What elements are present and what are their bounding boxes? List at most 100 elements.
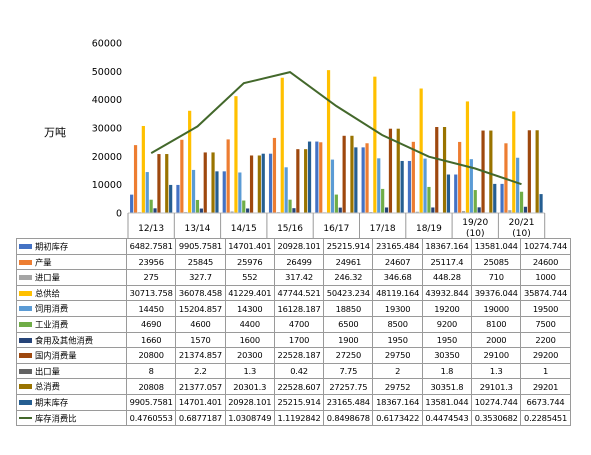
table-cell: 7500 (520, 315, 571, 333)
table-cell: 0.4760553 (125, 409, 177, 427)
bar (130, 194, 134, 213)
bar (257, 155, 261, 213)
table-cell: 19200 (421, 300, 473, 317)
series-name: 饲用消费 (35, 303, 69, 314)
table-cell: 20808 (125, 378, 177, 395)
bar (508, 210, 512, 213)
table-row: 食用及其他消费 1660 1570 1600 1700 1900 1950 1950 2000 2… (16, 331, 571, 349)
table-cell: 29200 (520, 347, 571, 364)
bar (473, 190, 477, 213)
series-label-cell: 总供给 (16, 284, 127, 302)
table-cell: 21377.057 (175, 378, 226, 395)
table-row: 出口量 8 2.2 1.3 0.42 7.75 2 1.8 1.3 1 (16, 362, 571, 380)
table-cell: 327.7 (175, 269, 226, 286)
legend-swatch (19, 399, 32, 405)
legend-swatch (19, 384, 32, 390)
table-cell: 20300 (224, 347, 275, 364)
bar (199, 208, 203, 213)
table-cell: 25085 (471, 253, 522, 271)
x-tick-label: 15/16 (277, 224, 303, 234)
bar (165, 154, 169, 213)
table-cell: 30350 (421, 347, 473, 364)
table-cell: 9905.7581 (125, 393, 177, 411)
table-cell: 10274.744 (471, 393, 522, 411)
ratio-line (150, 71, 522, 186)
legend-swatch (19, 368, 32, 374)
table-cell: 710 (471, 269, 522, 286)
bar (234, 96, 238, 213)
table-cell: 18850 (323, 300, 374, 317)
bar (388, 128, 393, 213)
series-label-cell: 工业消费 (16, 315, 127, 333)
table-cell: 10274.744 (520, 238, 571, 255)
bar (407, 160, 412, 213)
bar (211, 152, 215, 213)
bar (523, 206, 528, 213)
bar (215, 171, 219, 213)
table-cell: 29750 (372, 347, 423, 364)
legend-swatch (19, 353, 32, 359)
series-name: 库存消费比 (35, 413, 77, 424)
bar (419, 88, 423, 213)
y-tick-label: 40000 (92, 95, 122, 106)
table-cell: 317.42 (273, 269, 325, 286)
x-tick-label: 18/19 (416, 224, 442, 234)
table-row: 国内消费量 20800 21374.857 20300 22528.187 27250 29… (16, 347, 571, 364)
table-cell: 6482.7581 (125, 238, 177, 255)
bar (354, 147, 358, 213)
table-cell: 20928.101 (273, 238, 325, 255)
series-label-cell: 期初库存 (16, 238, 127, 255)
series-name: 期初库存 (35, 241, 69, 252)
table-cell: 36078.458 (175, 284, 226, 302)
bar (396, 128, 400, 213)
bar (477, 207, 481, 213)
table-cell: 14300 (224, 300, 275, 317)
table-cell: 14701.401 (175, 393, 226, 411)
table-cell: 20301.3 (224, 378, 275, 395)
x-tick-label: 19/20 (10) (462, 218, 488, 239)
bar-groups (130, 70, 543, 213)
bar (446, 174, 451, 213)
bar (361, 147, 365, 213)
table-cell: 1.0308749 (224, 409, 275, 427)
bar (195, 199, 200, 213)
table-row: 工业消费 4690 4600 4400 4700 6500 8500 9200 8100 7500 (16, 315, 571, 333)
y-axis: 0 10000 20000 30000 40000 50000 60000 (92, 39, 122, 220)
bar (415, 211, 419, 213)
table-cell: 0.6877187 (175, 409, 226, 427)
bar (461, 210, 466, 213)
bar (226, 139, 230, 213)
y-tick-label: 10000 (92, 180, 122, 191)
bar (180, 139, 184, 213)
table-cell: 275 (125, 269, 177, 286)
bar (315, 141, 319, 213)
bar (292, 208, 296, 213)
table-cell: 2 (372, 362, 423, 380)
table-cell: 15204.857 (175, 300, 226, 317)
table-cell: 27257.75 (323, 378, 374, 395)
table-cell: 35874.744 (520, 284, 571, 302)
bar (489, 130, 493, 213)
table-cell: 47744.521 (273, 284, 325, 302)
table-cell: 20928.101 (224, 393, 275, 411)
bar (427, 186, 431, 213)
table-cell: 24600 (520, 253, 571, 271)
table-cell: 0.6173422 (372, 409, 423, 427)
table-cell: 4600 (175, 315, 226, 333)
legend-swatch (19, 290, 32, 296)
bar (268, 153, 273, 213)
bar (249, 155, 254, 213)
bar (242, 200, 246, 213)
table-cell: 0.3530682 (471, 409, 522, 427)
table-cell: 552 (224, 269, 275, 286)
table-row: 库存消费比 0.4760553 0.6877187 1.0308749 1.119284… (16, 409, 571, 427)
table-cell: 14701.401 (224, 238, 275, 255)
table-row: 总消费 20808 21377.057 20301.3 22528.607 27257.7… (16, 378, 571, 395)
bar (423, 158, 427, 213)
table-cell: 25976 (224, 253, 275, 271)
series-label-cell: 总消费 (16, 378, 127, 395)
legend-swatch (19, 259, 32, 265)
table-cell: 1570 (175, 331, 226, 349)
table-cell: 29100 (471, 347, 522, 364)
table-cell: 19000 (471, 300, 522, 317)
